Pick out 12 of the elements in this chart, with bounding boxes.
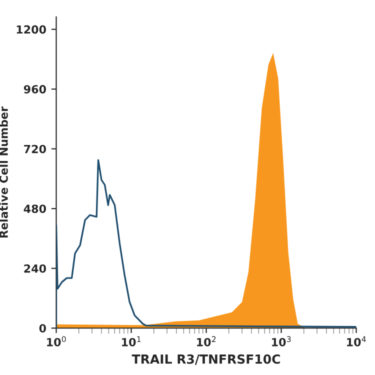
y-tick-label: 960: [24, 85, 46, 94]
x-tick-label: 10$^{4}$: [347, 336, 366, 346]
x-tick-label: 10$^{1}$: [122, 336, 141, 346]
x-tick-label: 10$^{0}$: [47, 336, 66, 346]
x-axis-title: TRAIL R3/TNFRSF10C: [132, 354, 280, 365]
y-tick-label: 0: [39, 324, 46, 333]
y-tick-label: 240: [24, 264, 46, 273]
x-tick-label: 10$^{2}$: [197, 336, 216, 346]
x-tick-label: 10$^{3}$: [272, 336, 291, 346]
y-tick-label: 720: [24, 144, 46, 154]
y-tick-label: 480: [24, 204, 46, 213]
y-tick-label: 1200: [16, 25, 46, 34]
